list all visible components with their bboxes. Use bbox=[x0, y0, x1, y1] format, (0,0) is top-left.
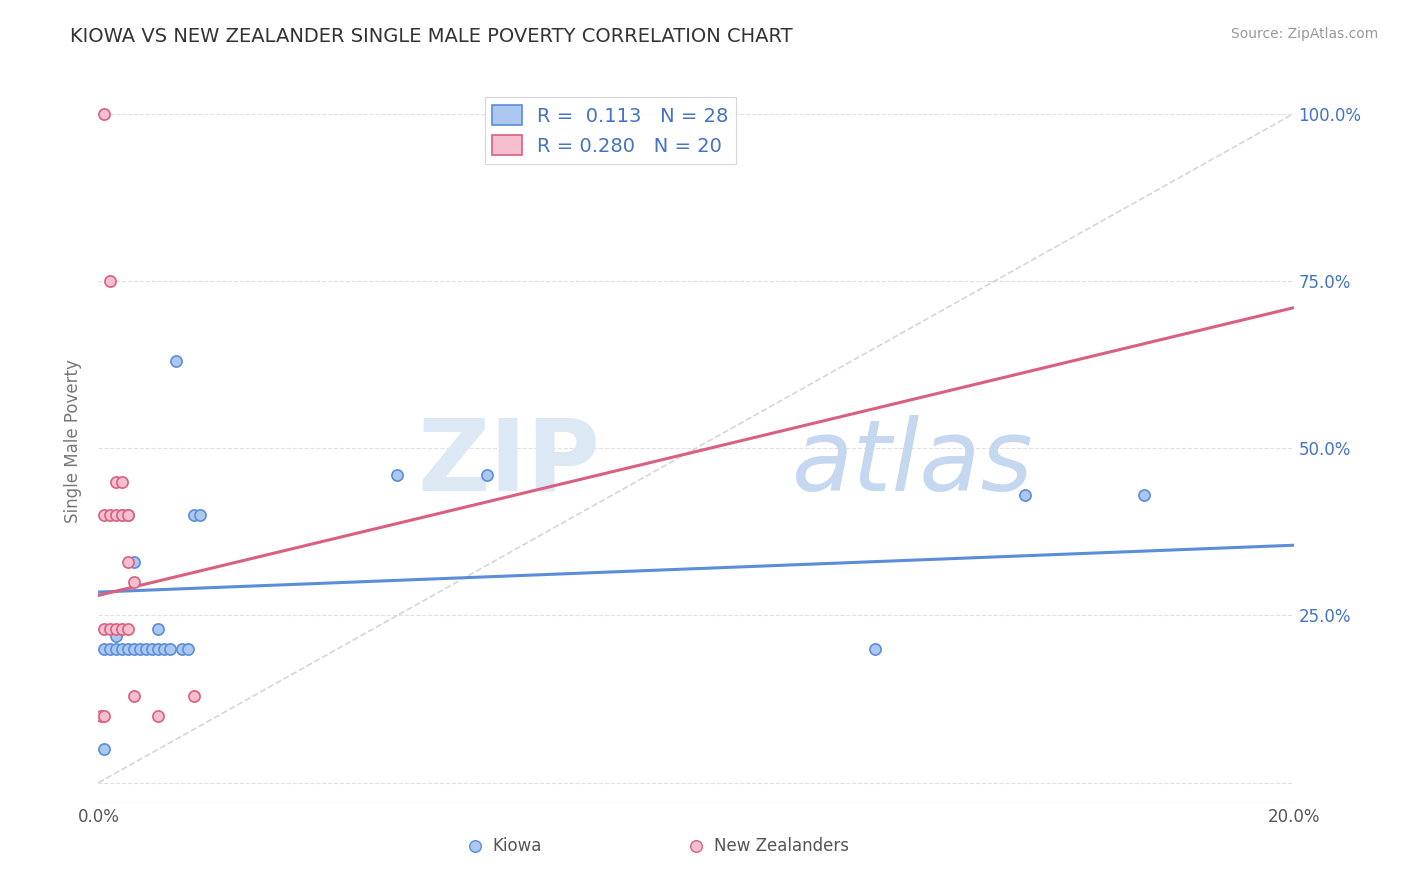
Point bbox=[117, 642, 139, 657]
Point bbox=[117, 508, 139, 523]
Point bbox=[90, 708, 112, 723]
Point bbox=[111, 508, 134, 523]
Point bbox=[124, 642, 146, 657]
Point bbox=[98, 274, 122, 288]
Point bbox=[93, 708, 115, 723]
Point bbox=[124, 555, 146, 569]
Point bbox=[98, 642, 122, 657]
Point bbox=[153, 642, 176, 657]
Point bbox=[165, 354, 187, 368]
Point bbox=[188, 508, 211, 523]
Legend: R =  0.113   N = 28, R = 0.280   N = 20: R = 0.113 N = 28, R = 0.280 N = 20 bbox=[485, 97, 737, 163]
Text: New Zealanders: New Zealanders bbox=[714, 838, 849, 855]
Point bbox=[159, 642, 181, 657]
Point bbox=[1014, 488, 1036, 502]
Point bbox=[117, 508, 139, 523]
Point bbox=[135, 642, 157, 657]
Point bbox=[183, 689, 205, 703]
Point bbox=[148, 642, 170, 657]
Point bbox=[124, 575, 146, 590]
Text: Source: ZipAtlas.com: Source: ZipAtlas.com bbox=[1230, 27, 1378, 41]
Point bbox=[93, 107, 115, 121]
Point bbox=[105, 642, 128, 657]
Point bbox=[93, 642, 115, 657]
Point bbox=[183, 508, 205, 523]
Point bbox=[111, 622, 134, 636]
Point bbox=[105, 475, 128, 489]
Point bbox=[105, 508, 128, 523]
Point bbox=[124, 689, 146, 703]
Point bbox=[1133, 488, 1156, 502]
Text: KIOWA VS NEW ZEALANDER SINGLE MALE POVERTY CORRELATION CHART: KIOWA VS NEW ZEALANDER SINGLE MALE POVER… bbox=[70, 27, 793, 45]
Point bbox=[141, 642, 163, 657]
Point bbox=[105, 622, 128, 636]
Y-axis label: Single Male Poverty: Single Male Poverty bbox=[65, 359, 83, 524]
Point bbox=[177, 642, 200, 657]
Point bbox=[105, 628, 128, 642]
Point bbox=[98, 622, 122, 636]
Point bbox=[865, 642, 887, 657]
Point bbox=[111, 642, 134, 657]
Point bbox=[93, 742, 115, 756]
Point bbox=[111, 508, 134, 523]
Point bbox=[117, 555, 139, 569]
Point bbox=[385, 467, 409, 482]
Point bbox=[98, 508, 122, 523]
Text: Kiowa: Kiowa bbox=[494, 838, 543, 855]
Point bbox=[129, 642, 152, 657]
Point bbox=[148, 708, 170, 723]
Point bbox=[93, 622, 115, 636]
Point bbox=[111, 475, 134, 489]
Point bbox=[475, 467, 498, 482]
Point bbox=[93, 508, 115, 523]
Text: ZIP: ZIP bbox=[418, 415, 600, 512]
Point bbox=[117, 622, 139, 636]
Point bbox=[148, 622, 170, 636]
Point bbox=[172, 642, 194, 657]
Text: atlas: atlas bbox=[792, 415, 1033, 512]
